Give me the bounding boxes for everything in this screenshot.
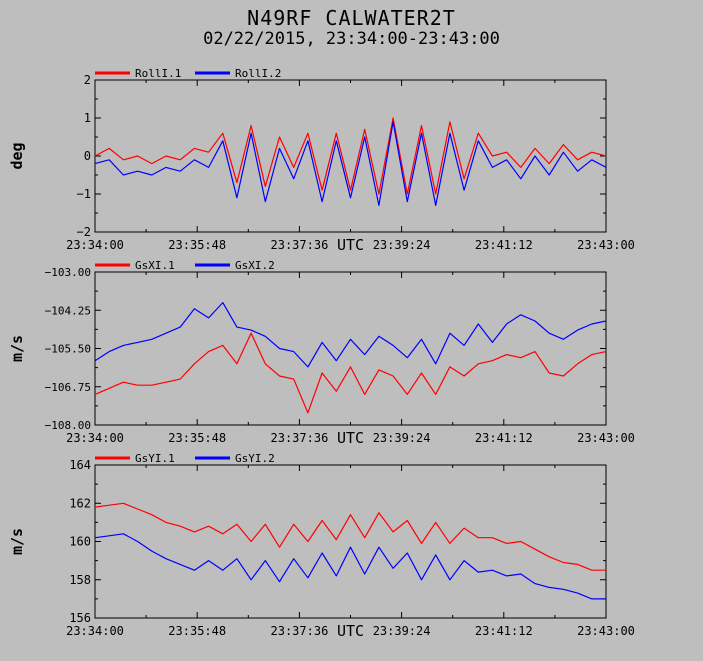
x-tick-label: 23:34:00: [66, 431, 124, 445]
x-tick-label: 23:34:00: [66, 238, 124, 252]
x-tick-label: 23:43:00: [577, 238, 635, 252]
y-tick-label: −1: [77, 187, 91, 201]
y-axis-label: m/s: [8, 335, 26, 362]
figure-title: N49RF CALWATER2T: [247, 6, 456, 30]
series-line-gsxi-1: [94, 332, 607, 414]
y-axis-label: m/s: [8, 528, 26, 555]
x-tick-label: 23:41:12: [475, 431, 533, 445]
y-tick-label: 2: [84, 73, 91, 87]
x-tick-label: 23:43:00: [577, 431, 635, 445]
legend-label: RollI.2: [235, 67, 281, 80]
y-tick-label: 158: [69, 573, 91, 587]
series-line-gsxi-2: [94, 302, 607, 368]
plot-frame: [94, 464, 607, 619]
x-axis-label: UTC: [337, 622, 364, 640]
y-tick-label: −108.00: [45, 419, 91, 432]
x-tick-label: 23:41:12: [475, 624, 533, 638]
x-axis-label: UTC: [337, 429, 364, 447]
series-line-gsyi-1: [94, 502, 606, 571]
y-tick-label: 162: [69, 496, 91, 510]
legend-label: GsYI.2: [235, 452, 275, 465]
x-tick-label: 23:35:48: [168, 624, 226, 638]
y-tick-label: −106.75: [45, 381, 91, 394]
x-tick-label: 23:37:36: [271, 238, 329, 252]
chart-panel-2: −103.00 −104.25 −105.50 −106.75 −108.0023:34…: [8, 259, 635, 447]
x-tick-label: 23:35:48: [168, 431, 226, 445]
y-axis-label: deg: [8, 142, 26, 169]
y-tick-label: 0: [84, 149, 91, 163]
plot-frame: [94, 271, 607, 426]
x-tick-label: 23:34:00: [66, 624, 124, 638]
legend-label: GsXI.2: [235, 259, 275, 272]
figure-subtitle: 02/22/2015, 23:34:00-23:43:00: [203, 29, 500, 49]
chart-panel-1: 2 1 0 −1 −223:34:00 23:35:48 23:37:36 23:39:24 2…: [8, 67, 635, 254]
y-tick-label: −105.50: [45, 343, 91, 356]
y-tick-label: −2: [77, 225, 91, 239]
x-tick-label: 23:37:36: [271, 624, 329, 638]
y-tick-label: 156: [69, 611, 91, 625]
y-tick-label: 164: [69, 458, 91, 472]
legend-label: GsXI.1: [135, 259, 175, 272]
legend-label: GsYI.1: [135, 452, 175, 465]
y-tick-label: 160: [69, 535, 91, 549]
series-line-rolli-1: [94, 117, 607, 195]
legend-label: RollI.1: [135, 67, 181, 80]
x-tick-label: 23:43:00: [577, 624, 635, 638]
y-tick-label: 1: [84, 111, 91, 125]
x-tick-label: 23:39:24: [373, 624, 431, 638]
series-line-gsyi-2: [94, 533, 606, 600]
x-tick-label: 23:39:24: [373, 431, 431, 445]
x-tick-label: 23:37:36: [271, 431, 329, 445]
series-line-rolli-2: [94, 121, 607, 206]
x-tick-label: 23:35:48: [168, 238, 226, 252]
y-tick-label: −104.25: [45, 304, 91, 317]
y-tick-label: −103.00: [45, 266, 91, 279]
x-axis-label: UTC: [337, 236, 364, 254]
x-tick-label: 23:41:12: [475, 238, 533, 252]
x-tick-label: 23:39:24: [373, 238, 431, 252]
